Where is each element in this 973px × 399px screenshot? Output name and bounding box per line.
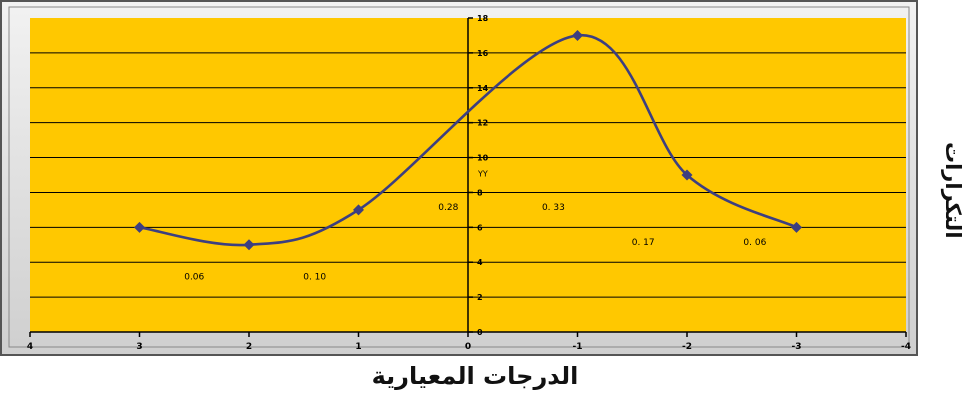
data-point-marker (353, 204, 364, 216)
data-annotation: 0. 33 (542, 203, 565, 213)
x-tick-label: 4 (27, 342, 33, 352)
y-tick-label: 0 (477, 328, 483, 337)
series-group (134, 29, 802, 251)
y-tick-label: 10 (477, 154, 489, 163)
x-tick-label: 1 (355, 342, 361, 352)
y-tick-label: 6 (477, 223, 483, 232)
axes (29, 17, 907, 337)
data-point-marker (681, 169, 693, 181)
y-tick-label: 4 (477, 258, 483, 267)
x-tick-label: 3 (136, 342, 142, 352)
x-tick-label: -1 (573, 342, 583, 352)
data-point-marker (791, 221, 802, 233)
data-annotation: 0. 06 (743, 238, 766, 248)
y-tick-label: 2 (477, 293, 483, 302)
data-annotation: 0. 10 (303, 273, 326, 283)
x-tick-label: -3 (792, 342, 802, 352)
y-tick-label: 12 (477, 119, 488, 128)
data-annotation: 0.06 (184, 273, 204, 283)
y-tick-label: 14 (477, 84, 489, 93)
y-tick-label: 16 (477, 49, 489, 58)
x-axis-title: الدرجات المعيارية (371, 362, 579, 390)
data-point-marker (134, 221, 145, 233)
y-axis-title: التكرارات (941, 141, 965, 239)
data-annotation: 0. 17 (632, 238, 655, 248)
x-tick-label: -2 (682, 342, 692, 352)
y-tick-label: 8 (477, 188, 483, 197)
x-tick-label: 0 (465, 342, 471, 352)
data-point-marker (572, 29, 583, 41)
data-annotation: 0.28 (438, 203, 458, 213)
chart-inner-frame (8, 6, 910, 348)
x-tick-label: 2 (246, 342, 252, 352)
y-tick-label: 18 (477, 14, 489, 23)
x-tick-label: -4 (901, 342, 911, 352)
y-axis-name: YY (477, 170, 488, 179)
data-point-marker (243, 239, 255, 251)
annotations: 0.06 0. 10 0.28 0. 33 0. 17 0. 06 (184, 203, 766, 283)
